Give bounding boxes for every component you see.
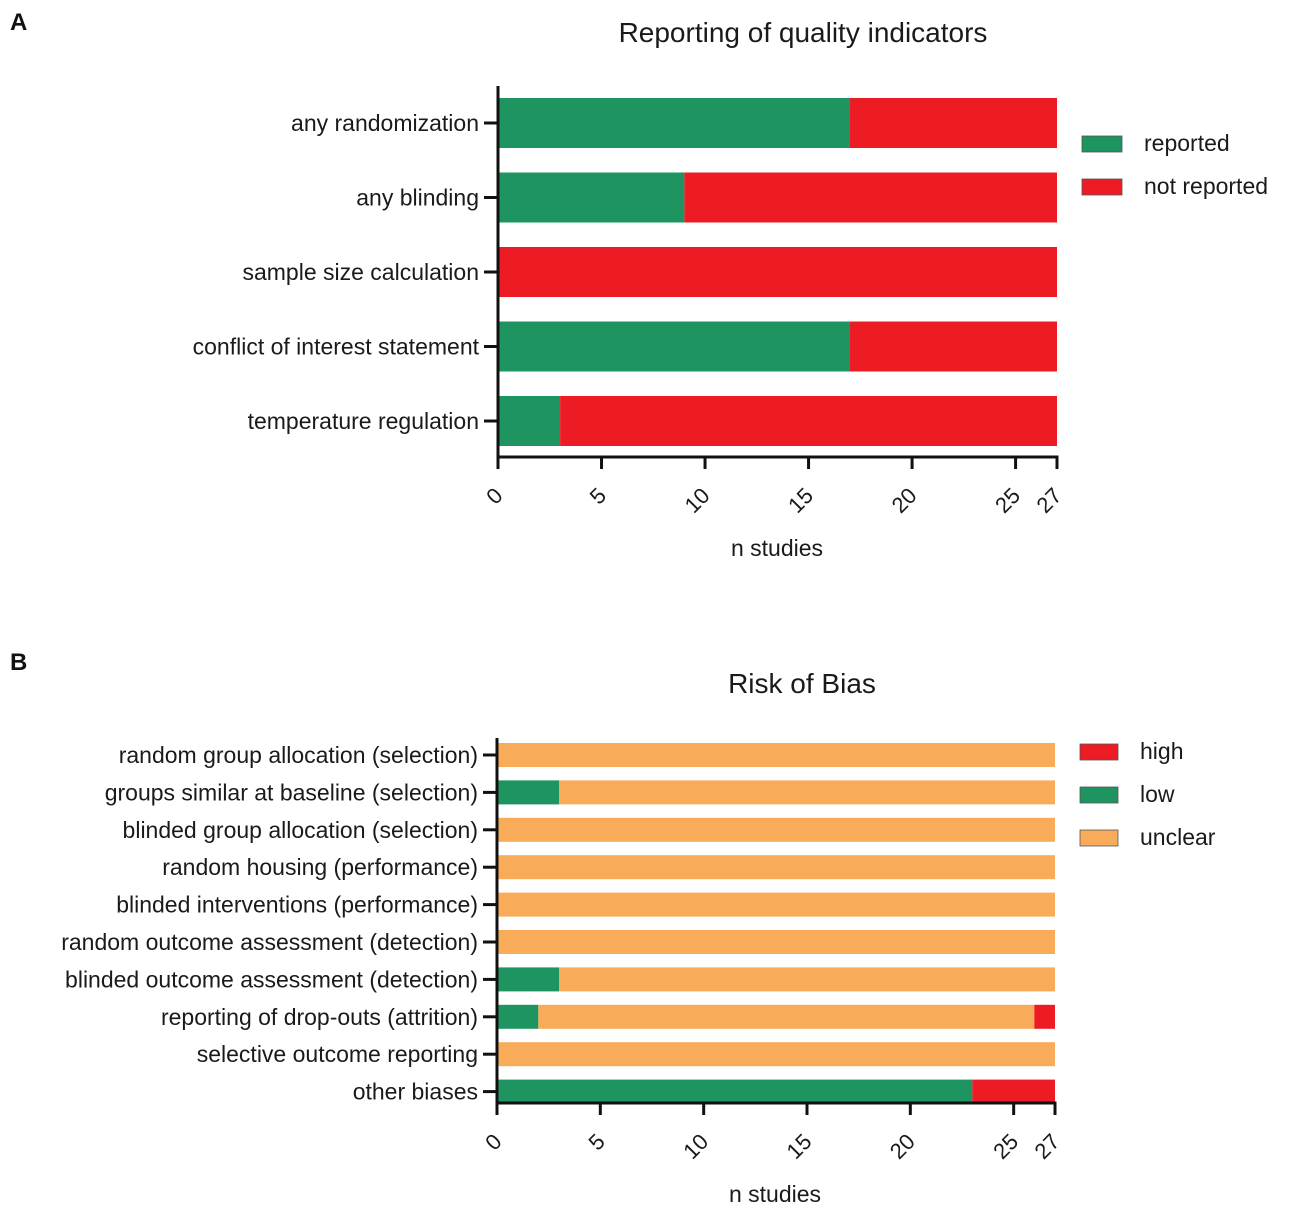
legend-label-reported: reported: [1144, 130, 1230, 156]
bar-low-groups-similar-at-baseline-selection: [497, 780, 559, 805]
x-tick-label: 0: [481, 483, 507, 509]
category-labels-b: random group allocation (selection) group…: [61, 742, 478, 1105]
category-label-selective-outcome-reporting: selective outcome reporting: [197, 1041, 478, 1067]
x-tick-label: 25: [988, 1129, 1023, 1164]
legend-label-high: high: [1140, 738, 1183, 764]
bar-not-reported-conflict-of-interest-statement: [849, 321, 1057, 372]
axes-b: [483, 738, 1057, 1115]
legend-swatch-reported: [1081, 135, 1123, 153]
legend-b: high low unclear: [1079, 738, 1216, 850]
legend-label-low: low: [1140, 781, 1175, 807]
category-label-sample-size-calculation: sample size calculation: [242, 259, 479, 285]
bar-reported-conflict-of-interest-statement: [498, 321, 850, 372]
x-tick-label: 10: [680, 483, 715, 518]
bar-low-reporting-of-drop-outs-attrition: [497, 1004, 539, 1029]
category-label-blinded-interventions-performance: blinded interventions (performance): [116, 892, 478, 918]
bar-high-reporting-of-drop-outs-attrition: [1034, 1004, 1055, 1029]
x-tick-label: 5: [584, 1129, 610, 1155]
x-tick-label: 25: [990, 483, 1025, 518]
category-label-temperature-regulation: temperature regulation: [248, 408, 479, 434]
bar-unclear-random-group-allocation-selection: [497, 743, 1055, 767]
category-label-conflict-of-interest-statement: conflict of interest statement: [193, 334, 480, 360]
x-tick-label: 15: [782, 1129, 817, 1164]
category-label-other-biases: other biases: [353, 1079, 478, 1105]
chart-title-a: Reporting of quality indicators: [619, 17, 988, 48]
panel-letter-a: A: [10, 9, 27, 36]
bar-not-reported-temperature-regulation: [560, 396, 1057, 446]
x-tick-label: 27: [1032, 483, 1067, 518]
bar-not-reported-sample-size-calculation: [498, 247, 1057, 297]
category-label-reporting-of-drop-outs-attrition: reporting of drop-outs (attrition): [161, 1004, 478, 1030]
bar-unclear-random-outcome-assessment-detection: [497, 930, 1055, 954]
category-labels-a: any randomization any blinding sample size…: [193, 110, 480, 434]
x-axis-title-b: n studies: [729, 1181, 821, 1206]
x-tick-label: 15: [783, 483, 818, 518]
legend-a: reported not reported: [1081, 130, 1268, 199]
legend-label-unclear: unclear: [1140, 824, 1216, 850]
x-tick-label: 20: [887, 483, 922, 518]
category-label-random-housing-performance: random housing (performance): [162, 854, 478, 880]
bar-high-other-biases: [972, 1079, 1055, 1104]
legend-swatch-high: [1079, 743, 1119, 761]
x-tick-label: 20: [885, 1129, 920, 1164]
axes-a: [484, 86, 1059, 469]
category-label-any-blinding: any blinding: [356, 185, 479, 211]
tick-labels-a: 0 5 10 15 20 25 27: [481, 483, 1066, 518]
x-tick-label: 10: [678, 1129, 713, 1164]
legend-swatch-not-reported: [1081, 178, 1123, 196]
category-label-random-group-allocation-selection: random group allocation (selection): [119, 742, 478, 768]
legend-swatch-low: [1079, 786, 1119, 804]
panel-b: B Risk of Bias random group allocation (…: [10, 649, 1216, 1206]
panel-letter-b: B: [10, 649, 27, 676]
bar-unclear-random-housing-performance: [497, 855, 1055, 880]
panel-a: A Reporting of quality indicators any ra…: [10, 9, 1268, 561]
bars-a: [498, 98, 1057, 446]
bars-b: [497, 743, 1055, 1104]
x-tick-label: 27: [1030, 1129, 1065, 1164]
x-tick-label: 5: [585, 483, 611, 509]
bar-low-other-biases: [497, 1079, 973, 1104]
category-label-blinded-outcome-assessment-detection: blinded outcome assessment (detection): [65, 966, 478, 992]
bar-unclear-reporting-of-drop-outs-attrition: [538, 1004, 1035, 1029]
bar-reported-any-blinding: [498, 172, 685, 223]
bar-unclear-blinded-group-allocation-selection: [497, 817, 1055, 842]
category-label-groups-similar-at-baseline-selection: groups similar at baseline (selection): [105, 779, 478, 805]
chart-title-b: Risk of Bias: [728, 668, 876, 699]
bar-unclear-groups-similar-at-baseline-selection: [559, 780, 1055, 805]
tick-labels-b: 0 5 10 15 20 25 27: [480, 1129, 1064, 1164]
x-tick-label: 0: [480, 1129, 506, 1155]
bar-not-reported-any-randomization: [849, 98, 1057, 148]
bar-not-reported-any-blinding: [684, 172, 1057, 223]
bar-reported-any-randomization: [498, 98, 850, 148]
x-axis-title-a: n studies: [731, 535, 823, 561]
bar-unclear-selective-outcome-reporting: [497, 1042, 1055, 1067]
bar-low-blinded-outcome-assessment-detection: [497, 967, 559, 992]
bar-reported-temperature-regulation: [498, 396, 561, 446]
category-label-any-randomization: any randomization: [291, 110, 479, 136]
legend-swatch-unclear: [1079, 829, 1119, 847]
bar-unclear-blinded-outcome-assessment-detection: [559, 967, 1055, 992]
category-label-random-outcome-assessment-detection: random outcome assessment (detection): [61, 929, 478, 955]
legend-label-not-reported: not reported: [1144, 173, 1268, 199]
category-label-blinded-group-allocation-selection: blinded group allocation (selection): [123, 817, 478, 843]
bar-unclear-blinded-interventions-performance: [497, 892, 1055, 917]
